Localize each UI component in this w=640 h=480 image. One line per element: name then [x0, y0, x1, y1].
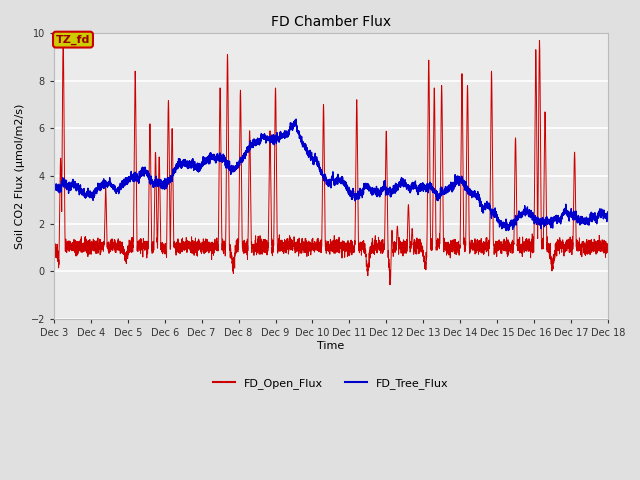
FD_Open_Flux: [386, 282, 394, 288]
FD_Tree_Flux: [262, 133, 269, 139]
FD_Tree_Flux: [150, 179, 158, 185]
FD_Open_Flux: [150, 197, 158, 203]
Y-axis label: Soil CO2 Flux (μmol/m2/s): Soil CO2 Flux (μmol/m2/s): [15, 103, 25, 249]
FD_Open_Flux: [262, 249, 269, 254]
Text: TZ_fd: TZ_fd: [56, 35, 90, 45]
FD_Open_Flux: [463, 86, 471, 92]
FD_Tree_Flux: [463, 185, 471, 191]
FD_Open_Flux: [50, 255, 58, 261]
FD_Tree_Flux: [506, 222, 513, 228]
FD_Open_Flux: [410, 248, 418, 254]
FD_Tree_Flux: [502, 228, 510, 233]
Line: FD_Tree_Flux: FD_Tree_Flux: [54, 119, 608, 230]
FD_Open_Flux: [604, 247, 612, 253]
FD_Tree_Flux: [50, 184, 58, 190]
FD_Tree_Flux: [410, 185, 418, 191]
Line: FD_Open_Flux: FD_Open_Flux: [54, 40, 608, 285]
FD_Tree_Flux: [382, 187, 390, 192]
Legend: FD_Open_Flux, FD_Tree_Flux: FD_Open_Flux, FD_Tree_Flux: [209, 374, 453, 394]
FD_Open_Flux: [536, 37, 543, 43]
FD_Open_Flux: [506, 247, 513, 253]
Title: FD Chamber Flux: FD Chamber Flux: [271, 15, 391, 29]
FD_Tree_Flux: [292, 116, 300, 122]
FD_Open_Flux: [382, 130, 390, 136]
X-axis label: Time: Time: [317, 341, 344, 351]
FD_Tree_Flux: [604, 213, 612, 219]
